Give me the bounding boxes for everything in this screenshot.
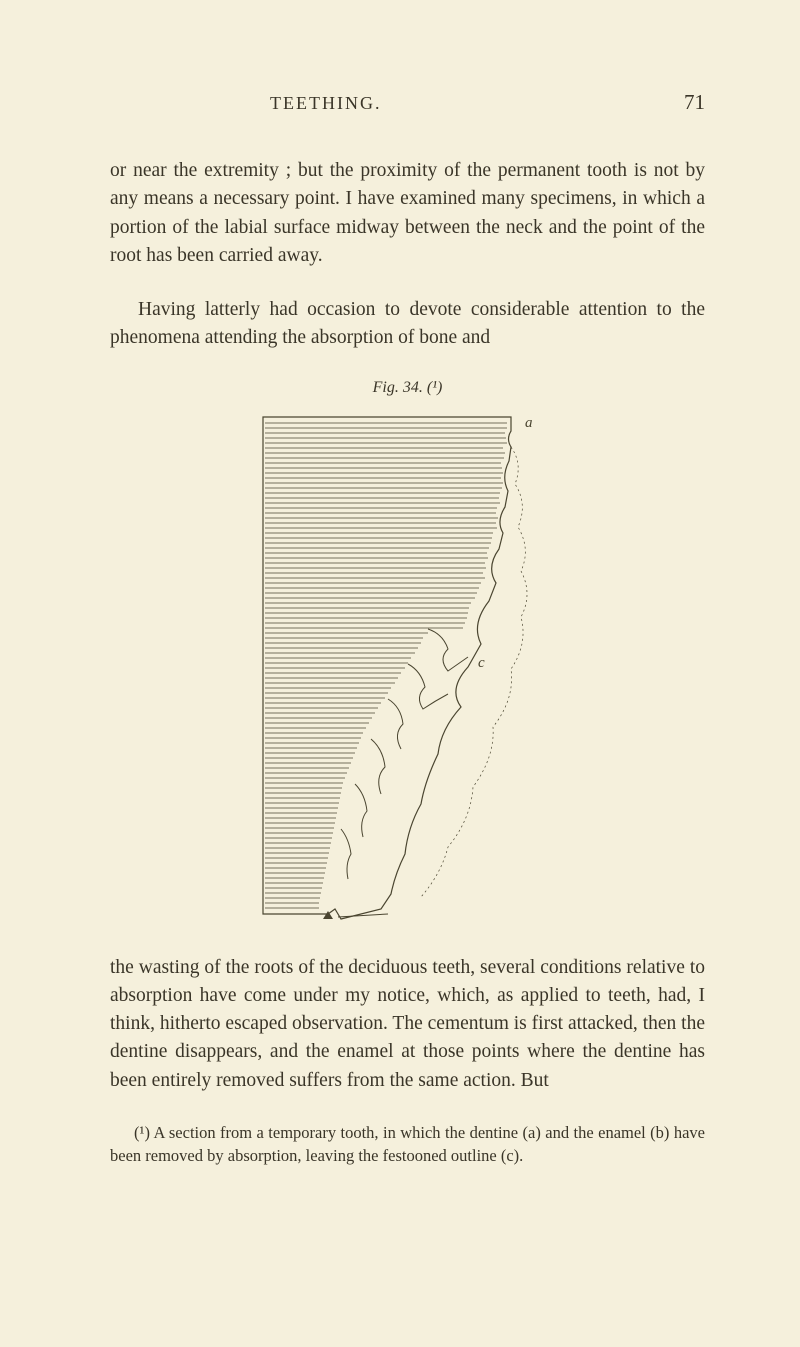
tooth-section-figure: a c xyxy=(253,409,563,924)
footnote-1: (¹) A section from a temporary tooth, in… xyxy=(110,1121,705,1167)
paragraph-3: the wasting of the roots of the deciduou… xyxy=(110,954,705,1095)
label-c: c xyxy=(478,655,485,671)
figure-caption: Fig. 34. (¹) xyxy=(110,379,705,397)
paragraph-2: Having latterly had occasion to devote c… xyxy=(110,296,705,353)
section-title: TEETHING. xyxy=(270,93,381,114)
label-a: a xyxy=(525,415,533,431)
paragraph-1: or near the extremity ; but the proximit… xyxy=(110,157,705,270)
page-number: 71 xyxy=(684,90,705,115)
page-header: TEETHING. 71 xyxy=(110,90,705,115)
figure-container: a c xyxy=(110,409,705,924)
